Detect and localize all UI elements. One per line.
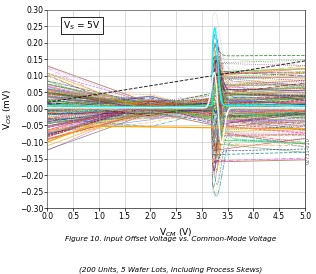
Text: (200 Units, 5 Wafer Lots, Including Process Skews): (200 Units, 5 Wafer Lots, Including Proc… [79,266,262,273]
Text: V$_S$ = 5V: V$_S$ = 5V [63,19,100,32]
X-axis label: V$_{CM}$ (V): V$_{CM}$ (V) [159,227,193,239]
Y-axis label: V$_{OS}$ (mV): V$_{OS}$ (mV) [2,88,14,130]
Text: Figure 10. Input Offset Voltage vs. Common-Mode Voltage: Figure 10. Input Offset Voltage vs. Comm… [65,236,276,242]
Text: 02731-010: 02731-010 [306,137,311,164]
